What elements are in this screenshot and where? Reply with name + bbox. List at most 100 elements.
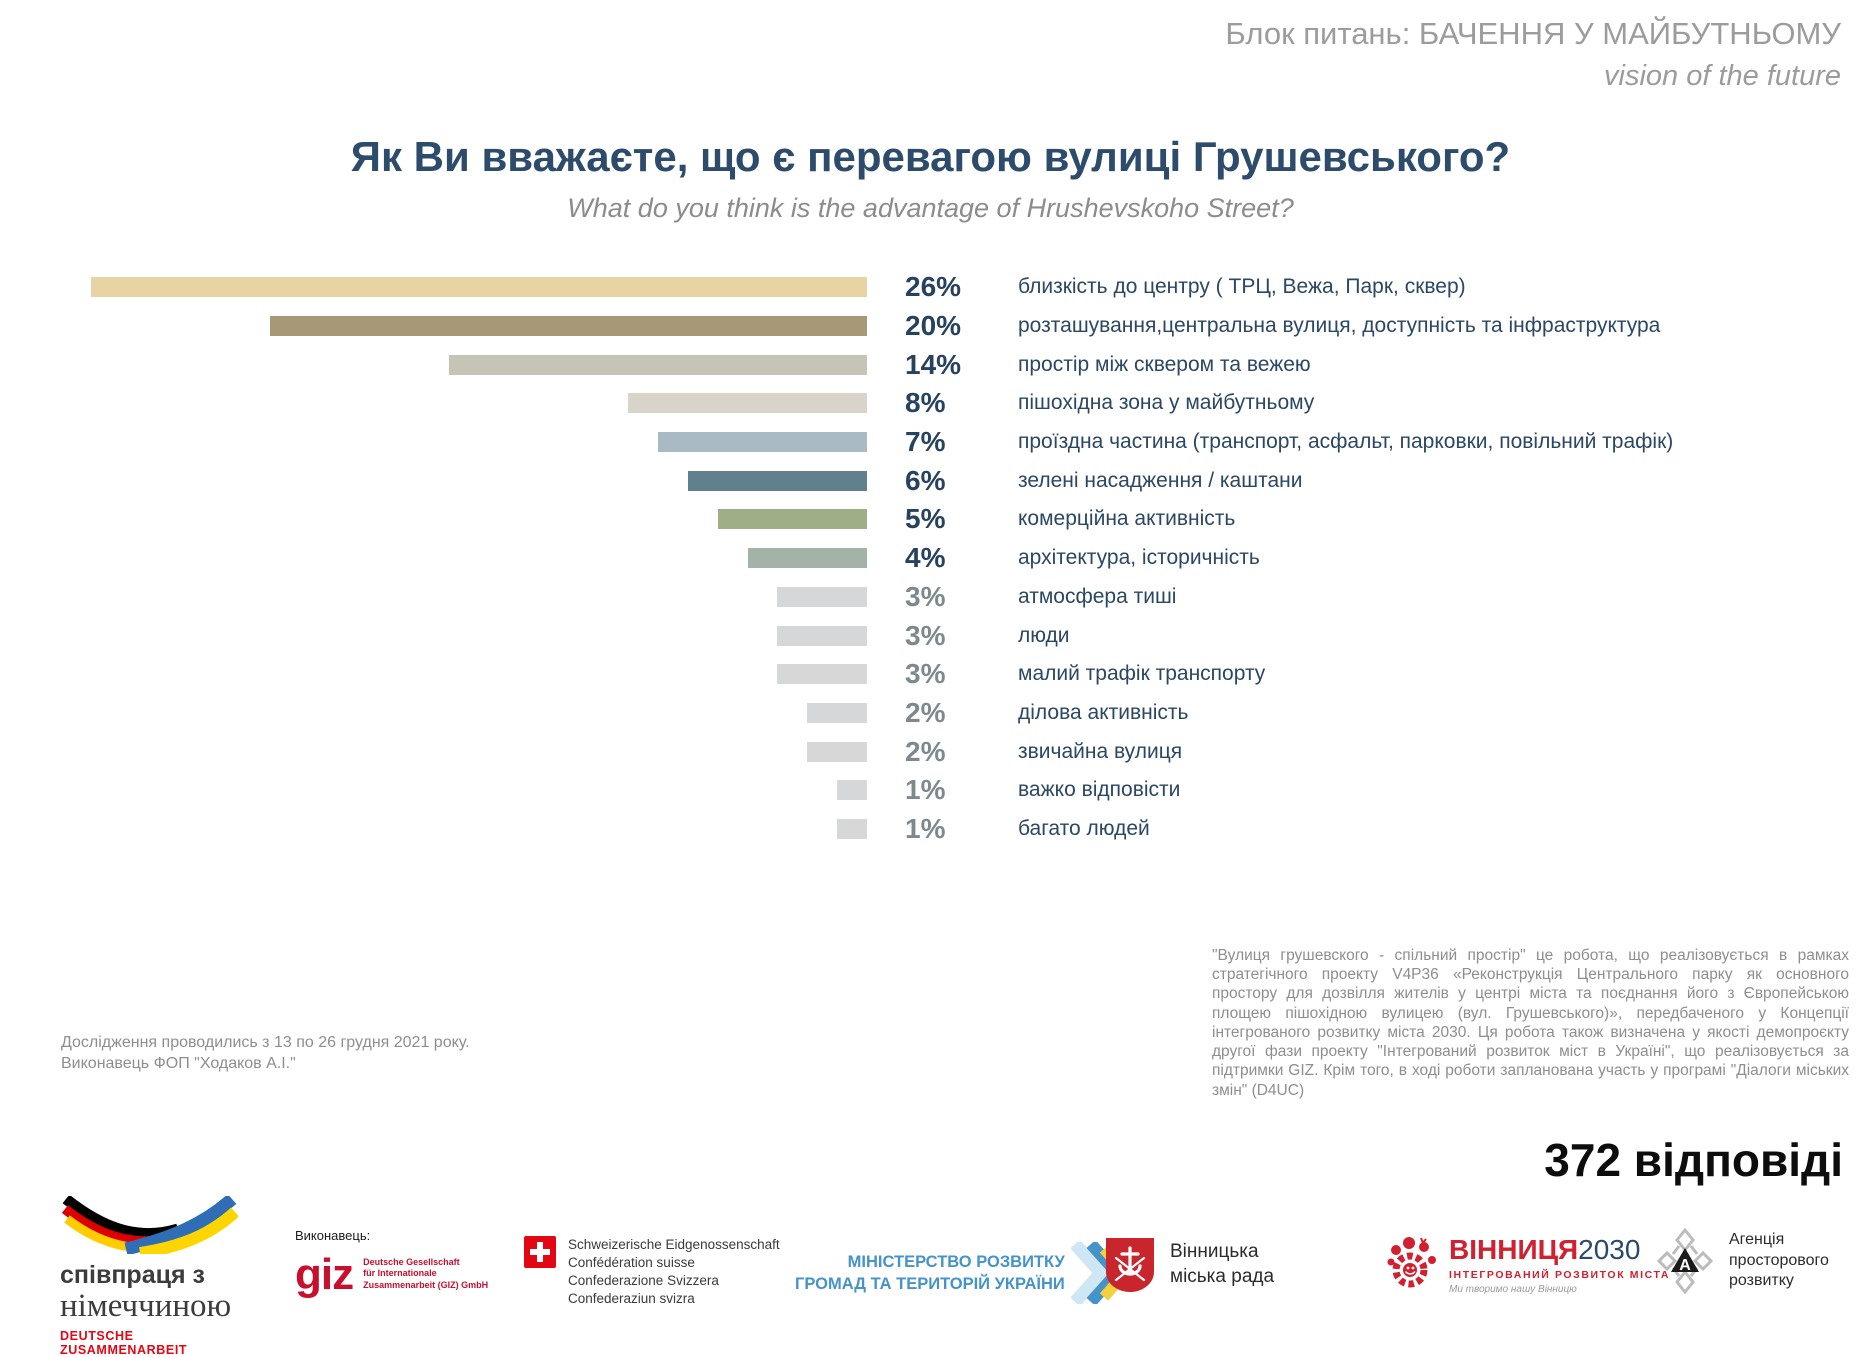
page: { "header": { "block_label": "Блок питан…	[60, 16, 1849, 1357]
spatial-agency-logo: A Агенція просторового розвитку	[1655, 1228, 1829, 1294]
survey-note-line2: Виконавець ФОП "Ходаков А.І."	[61, 1055, 296, 1073]
giz-wordmark: giz	[295, 1250, 354, 1299]
bar-track	[91, 586, 867, 607]
vinnytsia-2030-text: ВІННИЦЯ2030 ІНТЕГРОВАНИЙ РОЗВИТОК МІСТА …	[1449, 1233, 1671, 1295]
german-ukrainian-ribbon-icon	[61, 1194, 240, 1259]
swiss-line3: Confederazione Svizzera	[568, 1272, 719, 1288]
swiss-text: Schweizerische Eidgenossenschaft Confédé…	[568, 1236, 780, 1308]
bar-category-label: проїздна частина (транспорт, асфальт, па…	[1018, 430, 1674, 454]
vinnytsia-2030-subtitle: ІНТЕГРОВАНИЙ РОЗВИТОК МІСТА	[1449, 1268, 1671, 1281]
bar-track	[91, 818, 867, 839]
bar-category-label: багато людей	[1018, 816, 1150, 840]
german-cooperation-logo: співпраця з німеччиною DEUTSCHE ZUSAMMEN…	[60, 1194, 245, 1357]
bar-value-label: 6%	[905, 464, 946, 496]
bar-track	[91, 780, 867, 801]
bar-category-label: комерційна активність	[1018, 507, 1236, 531]
bar-category-label: важко відповісти	[1018, 778, 1181, 802]
survey-note: Дослідження проводились з 13 по 26 грудн…	[61, 1032, 470, 1074]
giz-logo-block: Виконавець: giz Deutsche Gesellschaft fü…	[295, 1228, 488, 1299]
giz-sub-line3: Zusammenarbeit (GIZ) GmbH	[363, 1279, 489, 1290]
german-cooperation-line3: DEUTSCHE ZUSAMMENARBEIT	[60, 1329, 188, 1357]
bar-category-label: атмосфера тиші	[1018, 584, 1177, 608]
bar-category-label: розташування,центральна вулиця, доступні…	[1018, 314, 1661, 338]
chart-row: 2% ділова активність	[91, 694, 1673, 733]
german-cooperation-line1: співпраця з	[60, 1261, 205, 1289]
giz-sub-line2: für Internationale	[363, 1268, 437, 1279]
bar	[777, 586, 867, 607]
spatial-agency-line2: просторового	[1729, 1251, 1829, 1269]
bar-value-label: 8%	[905, 387, 946, 419]
project-description: "Вулиця грушевского - спільний простір" …	[1212, 947, 1849, 1099]
chart-row: 1% багато людей	[91, 810, 1673, 849]
swiss-cross-icon	[524, 1236, 556, 1268]
question-block-header: Блок питань: БАЧЕННЯ У МАЙБУТНЬОМУ visio…	[1225, 16, 1841, 93]
bar-track	[91, 509, 867, 530]
responses-total: 372 відповіді	[1544, 1134, 1843, 1186]
survey-note-line1: Дослідження проводились з 13 по 26 грудн…	[61, 1034, 470, 1051]
bar	[270, 316, 867, 337]
german-cooperation-line2: німеччиною	[60, 1288, 232, 1324]
bar	[717, 509, 867, 530]
bar-value-label: 3%	[905, 619, 946, 651]
city-council-line2: міська рада	[1170, 1266, 1275, 1287]
chart-row: 4% архітектура, історичність	[91, 539, 1673, 578]
spatial-agency-emblem-icon: A	[1656, 1228, 1714, 1294]
vinnytsia-2030-wordmark: ВІННИЦЯ2030	[1449, 1233, 1670, 1265]
spatial-agency-line1: Агенція	[1729, 1230, 1785, 1248]
spatial-agency-line3: розвитку	[1729, 1272, 1794, 1290]
bar	[90, 277, 867, 298]
bar-value-label: 26%	[905, 271, 962, 303]
bar-track	[91, 470, 867, 491]
vinnytsia-coat-of-arms-icon	[1106, 1238, 1154, 1292]
bar-track	[91, 393, 867, 414]
ministry-line2: ГРОМАД ТА ТЕРИТОРІЙ УКРАЇНИ	[795, 1275, 1065, 1293]
bar-value-label: 1%	[905, 812, 946, 844]
bar	[658, 432, 867, 453]
chart-row: 3% атмосфера тиші	[91, 578, 1673, 617]
bar-value-label: 3%	[905, 580, 946, 612]
executor-label: Виконавець:	[295, 1228, 371, 1243]
vinnytsia-2030-word-blue: 2030	[1578, 1233, 1641, 1265]
block-label: Блок питань: БАЧЕННЯ У МАЙБУТНЬОМУ	[1225, 16, 1841, 51]
bar-value-label: 2%	[905, 735, 946, 767]
bar	[837, 818, 867, 839]
swiss-line2: Confédération suisse	[568, 1254, 695, 1270]
bar-value-label: 7%	[905, 426, 946, 458]
bar-category-label: простір між сквером та вежею	[1018, 352, 1311, 376]
vinnytsia-2030-logo: ВІННИЦЯ2030 ІНТЕГРОВАНИЙ РОЗВИТОК МІСТА …	[1383, 1234, 1670, 1296]
bar	[628, 393, 867, 414]
bar	[777, 664, 867, 685]
ministry-logo: МІНІСТЕРСТВО РОЗВИТКУ ГРОМАД ТА ТЕРИТОРІ…	[795, 1242, 1127, 1304]
bar	[807, 741, 867, 762]
city-council-logo: Вінницька міська рада	[1104, 1236, 1274, 1294]
bar-category-label: звичайна вулиця	[1018, 739, 1183, 763]
bar-category-label: близкість до центру ( ТРЦ, Вежа, Парк, с…	[1018, 275, 1466, 299]
bar-value-label: 1%	[905, 774, 946, 806]
chart-row: 6% зелені насадження / каштани	[91, 461, 1673, 500]
bar-track	[91, 664, 867, 685]
bar-category-label: архітектура, історичність	[1018, 546, 1260, 570]
bar-track	[91, 354, 867, 375]
bar-category-label: ділова активність	[1018, 700, 1189, 724]
bar-track	[91, 548, 867, 569]
swiss-line4: Confederaziun svizra	[568, 1290, 695, 1306]
swiss-line1: Schweizerische Eidgenossenschaft	[568, 1237, 780, 1252]
chart-row: 3% люди	[91, 616, 1673, 655]
bar-category-label: люди	[1018, 623, 1070, 647]
city-council-line1: Вінницька	[1170, 1241, 1259, 1263]
bar-value-label: 5%	[905, 503, 946, 535]
bar-value-label: 14%	[905, 348, 962, 380]
chart-row: 5% комерційна активність	[91, 500, 1673, 539]
bar	[807, 702, 867, 723]
vinnytsia-2030-word-red: ВІННИЦЯ	[1449, 1233, 1579, 1265]
page-title: Як Ви вважаєте, що є перевагою вулиці Гр…	[350, 133, 1511, 180]
giz-sub-line1: Deutsche Gesellschaft	[363, 1257, 460, 1267]
giz-subtitle: Deutsche Gesellschaft für Internationale…	[363, 1257, 488, 1291]
page-subtitle: What do you think is the advantage of Hr…	[567, 193, 1294, 223]
chart-row: 1% важко відповісти	[91, 771, 1673, 810]
bar-track	[91, 702, 867, 723]
chart-row: 26% близкість до центру ( ТРЦ, Вежа, Парк…	[90, 268, 1673, 307]
vinnytsia-2030-tagline: Ми творимо нашу Вінницю	[1449, 1283, 1577, 1295]
city-council-text: Вінницька міська рада	[1170, 1240, 1274, 1289]
chart-row: 3% малий трафік транспорту	[91, 655, 1673, 694]
